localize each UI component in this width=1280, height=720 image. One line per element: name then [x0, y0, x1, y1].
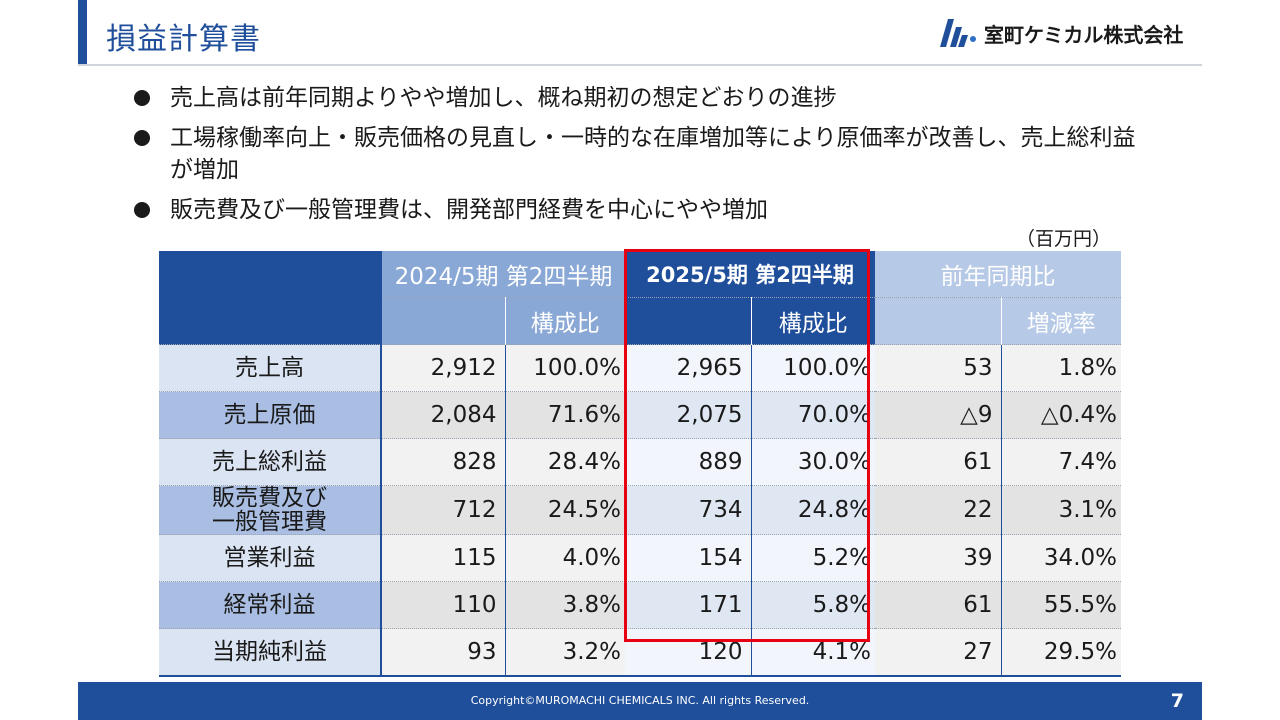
- prev-value: 2,084: [381, 391, 506, 439]
- title-bar: [78, 0, 1202, 66]
- yoy-rate: 34.0%: [1001, 534, 1121, 582]
- company-logo-icon: [940, 19, 976, 47]
- bullet-dot-icon: [134, 90, 150, 106]
- cur-ratio: 30.0%: [751, 438, 875, 486]
- row-label-line: 一般管理費: [212, 509, 327, 535]
- header-yoy: 前年同期比: [875, 251, 1121, 298]
- bullet-item: 工場稼働率向上・販売価格の見直し・一時的な在庫増加等により原価率が改善し、売上総…: [132, 122, 1152, 186]
- yoy-diff: △9: [875, 391, 1002, 439]
- company-name: 室町ケミカル株式会社: [984, 22, 1184, 47]
- prev-ratio: 3.8%: [505, 581, 625, 629]
- header-prev-period: 2024/5期 第2四半期: [381, 251, 625, 298]
- yoy-rate: 7.4%: [1001, 438, 1121, 486]
- row-label-line: 販売費及び: [212, 485, 327, 511]
- prev-value: 712: [381, 485, 506, 535]
- prev-ratio: 3.2%: [505, 628, 625, 677]
- prev-value: 110: [381, 581, 506, 629]
- prev-ratio: 71.6%: [505, 391, 625, 439]
- subheader-row: 構成比 構成比 増減率: [159, 297, 1121, 345]
- yoy-diff: 61: [875, 438, 1002, 486]
- table-row: 売上高 2,912 100.0% 2,965 100.0% 53 1.8%: [159, 344, 1121, 392]
- prev-ratio: 4.0%: [505, 534, 625, 582]
- copyright-text: Copyright©MUROMACHI CHEMICALS INC. All r…: [470, 694, 810, 707]
- cur-ratio: 4.1%: [751, 628, 875, 677]
- row-label: 当期純利益: [159, 628, 382, 677]
- bullet-item: 売上高は前年同期よりやや増加し、概ね期初の想定どおりの進捗: [132, 82, 1152, 114]
- bullet-text: 売上高は前年同期よりやや増加し、概ね期初の想定どおりの進捗: [170, 85, 837, 111]
- footer: Copyright©MUROMACHI CHEMICALS INC. All r…: [78, 682, 1202, 720]
- table-row: 営業利益 115 4.0% 154 5.2% 39 34.0%: [159, 534, 1121, 582]
- cur-value: 2,075: [625, 391, 752, 439]
- yoy-diff: 22: [875, 485, 1002, 535]
- unit-label: （百万円）: [1016, 228, 1112, 250]
- table-row: 当期純利益 93 3.2% 120 4.1% 27 29.5%: [159, 628, 1121, 677]
- company-logo: 室町ケミカル株式会社: [940, 18, 1183, 48]
- bullet-text: 販売費及び一般管理費は、開発部門経費を中心にやや増加: [170, 197, 768, 223]
- subheader-blank: [875, 297, 1001, 345]
- subheader-change-rate: 増減率: [1000, 297, 1121, 345]
- yoy-rate: 3.1%: [1001, 485, 1121, 535]
- cur-value: 889: [625, 438, 752, 486]
- header-row: 2024/5期 第2四半期 2025/5期 第2四半期 前年同期比: [159, 251, 1121, 345]
- row-label: 経常利益: [159, 581, 382, 629]
- row-label: 売上高: [159, 344, 382, 392]
- bullet-list: 売上高は前年同期よりやや増加し、概ね期初の想定どおりの進捗 工場稼働率向上・販売…: [132, 82, 1152, 234]
- cur-ratio: 5.2%: [751, 534, 875, 582]
- prev-value: 2,912: [381, 344, 506, 392]
- title-accent: [78, 0, 87, 64]
- row-label: 売上総利益: [159, 438, 382, 486]
- bullet-item: 販売費及び一般管理費は、開発部門経費を中心にやや増加: [132, 194, 1152, 226]
- page-number: 7: [1170, 690, 1184, 712]
- header-corner: [159, 251, 382, 345]
- subheader-blank: [381, 297, 505, 345]
- cur-value: 2,965: [625, 344, 752, 392]
- row-label: 営業利益: [159, 534, 382, 582]
- yoy-diff: 53: [875, 344, 1002, 392]
- cur-value: 171: [625, 581, 752, 629]
- yoy-rate: 55.5%: [1001, 581, 1121, 629]
- bullet-text: 工場稼働率向上・販売価格の見直し・一時的な在庫増加等により原価率が改善し、売上総…: [170, 125, 1136, 183]
- cur-value: 734: [625, 485, 752, 535]
- yoy-diff: 61: [875, 581, 1002, 629]
- cur-ratio: 100.0%: [751, 344, 875, 392]
- table-row: 売上原価 2,084 71.6% 2,075 70.0% △9 △0.4%: [159, 391, 1121, 439]
- subheader-prev-ratio: 構成比: [504, 297, 625, 345]
- prev-ratio: 28.4%: [505, 438, 625, 486]
- yoy-rate: 1.8%: [1001, 344, 1121, 392]
- cur-ratio: 5.8%: [751, 581, 875, 629]
- bullet-dot-icon: [134, 202, 150, 218]
- row-label: 売上原価: [159, 391, 382, 439]
- row-label: 販売費及び 一般管理費: [159, 485, 382, 535]
- cur-ratio: 70.0%: [751, 391, 875, 439]
- table-row: 経常利益 110 3.8% 171 5.8% 61 55.5%: [159, 581, 1121, 629]
- prev-ratio: 100.0%: [505, 344, 625, 392]
- income-statement-table: 2024/5期 第2四半期 2025/5期 第2四半期 前年同期比 構成比 構成…: [159, 251, 1121, 677]
- prev-ratio: 24.5%: [505, 485, 625, 535]
- table-row: 売上総利益 828 28.4% 889 30.0% 61 7.4%: [159, 438, 1121, 486]
- bullet-dot-icon: [134, 130, 150, 146]
- page-title: 損益計算書: [106, 22, 261, 57]
- yoy-rate: 29.5%: [1001, 628, 1121, 677]
- table-row: 販売費及び 一般管理費 712 24.5% 734 24.8% 22 3.1%: [159, 485, 1121, 535]
- prev-value: 828: [381, 438, 506, 486]
- prev-value: 93: [381, 628, 506, 677]
- subheader-cur-ratio: 構成比: [750, 297, 875, 345]
- yoy-rate: △0.4%: [1001, 391, 1121, 439]
- yoy-diff: 27: [875, 628, 1002, 677]
- header-current-period: 2025/5期 第2四半期: [625, 251, 875, 298]
- subheader-blank: [625, 297, 751, 345]
- yoy-diff: 39: [875, 534, 1002, 582]
- cur-value: 120: [625, 628, 752, 677]
- prev-value: 115: [381, 534, 506, 582]
- cur-value: 154: [625, 534, 752, 582]
- cur-ratio: 24.8%: [751, 485, 875, 535]
